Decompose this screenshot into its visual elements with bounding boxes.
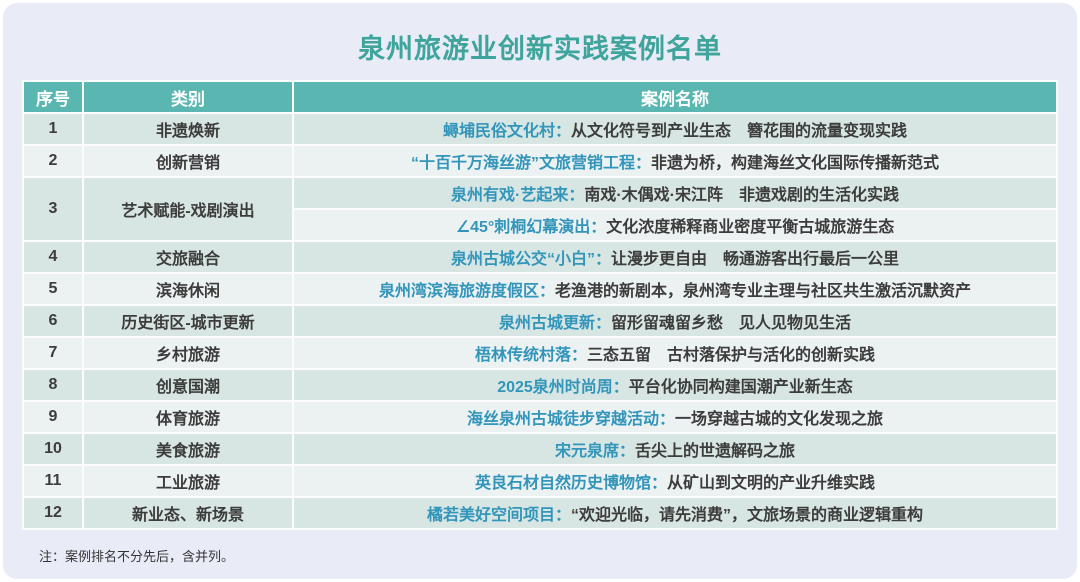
category-cell: 滨海休闲 xyxy=(82,272,294,306)
serial-cell: 10 xyxy=(22,432,84,466)
case-desc: 非遗为桥，构建海丝文化国际传播新范式 xyxy=(651,155,940,172)
table-row: 7 乡村旅游 梧林传统村落：三态五留 古村落保护与活化的创新实践 xyxy=(22,336,1058,370)
case-desc: 三态五留 古村落保护与活化的创新实践 xyxy=(587,347,876,364)
serial-cell: 5 xyxy=(22,272,84,306)
table-row: 8 创意国潮 2025泉州时尚周：平台化协同构建国潮产业新生态 xyxy=(22,368,1058,402)
case-cell: 泉州古城公交“小白”：让漫步更自由 畅通游客出行最后一公里 xyxy=(292,240,1058,274)
serial-cell: 9 xyxy=(22,400,84,434)
table-header-row: 序号 类别 案例名称 xyxy=(22,80,1058,114)
case-name: 梧林传统村落： xyxy=(474,347,587,364)
category-cell: 新业态、新场景 xyxy=(82,496,294,530)
case-cell: 橘若美好空间项目：“欢迎光临，请先消费”，文旅场景的商业逻辑重构 xyxy=(292,496,1058,530)
case-name: 蟳埔民俗文化村： xyxy=(442,123,571,140)
case-name: 宋元泉席： xyxy=(554,443,635,460)
serial-cell: 6 xyxy=(22,304,84,338)
category-cell: 工业旅游 xyxy=(82,464,294,498)
table-row: 2 创新营销 “十百千万海丝游”文旅营销工程：非遗为桥，构建海丝文化国际传播新范… xyxy=(22,144,1058,178)
case-name: 2025泉州时尚周： xyxy=(497,379,629,396)
case-cell: 泉州湾滨海旅游度假区：老渔港的新剧本，泉州湾专业主理与社区共生激活沉默资产 xyxy=(292,272,1058,306)
case-desc: 从矿山到文明的产业升维实践 xyxy=(667,475,876,492)
category-cell: 创新营销 xyxy=(82,144,294,178)
case-cell: 梧林传统村落：三态五留 古村落保护与活化的创新实践 xyxy=(292,336,1058,370)
serial-cell: 7 xyxy=(22,336,84,370)
table-row: ∠45°刺桐幻幕演出：文化浓度稀释商业密度平衡古城旅游生态 xyxy=(23,208,1058,242)
category-cell: 历史街区-城市更新 xyxy=(82,304,294,338)
table-row: 4 交旅融合 泉州古城公交“小白”：让漫步更自由 畅通游客出行最后一公里 xyxy=(22,240,1058,274)
case-cell: 泉州有戏·艺起来：南戏·木偶戏·宋江阵 非遗戏剧的生活化实践 xyxy=(292,176,1058,210)
case-cell: 宋元泉席：舌尖上的世遗解码之旅 xyxy=(292,432,1058,466)
column-header-case: 案例名称 xyxy=(292,80,1058,114)
table-row: 10 美食旅游 宋元泉席：舌尖上的世遗解码之旅 xyxy=(22,432,1058,466)
category-cell: 创意国潮 xyxy=(82,368,294,402)
case-cell: 蟳埔民俗文化村：从文化符号到产业生态 簪花围的流量变现实践 xyxy=(292,112,1058,146)
category-cell: 乡村旅游 xyxy=(82,336,294,370)
table-row: 6 历史街区-城市更新 泉州古城更新：留形留魂留乡愁 见人见物见生活 xyxy=(22,304,1058,338)
case-desc: 让漫步更自由 畅通游客出行最后一公里 xyxy=(611,251,900,268)
case-name: 泉州古城更新： xyxy=(498,315,611,332)
case-name: 海丝泉州古城徒步穿越活动： xyxy=(466,411,675,428)
table-row: 12 新业态、新场景 橘若美好空间项目：“欢迎光临，请先消费”，文旅场景的商业逻… xyxy=(22,496,1058,530)
table-row: 3 艺术赋能-戏剧演出 泉州有戏·艺起来：南戏·木偶戏·宋江阵 非遗戏剧的生活化… xyxy=(22,176,1058,242)
case-cell: 2025泉州时尚周：平台化协同构建国潮产业新生态 xyxy=(292,368,1058,402)
table-row: 1 非遗焕新 蟳埔民俗文化村：从文化符号到产业生态 簪花围的流量变现实践 xyxy=(22,112,1058,146)
case-cell: “十百千万海丝游”文旅营销工程：非遗为桥，构建海丝文化国际传播新范式 xyxy=(292,144,1058,178)
case-desc: 从文化符号到产业生态 簪花围的流量变现实践 xyxy=(571,123,908,140)
case-desc: 一场穿越古城的文化发现之旅 xyxy=(675,411,884,428)
page-title: 泉州旅游业创新实践案例名单 xyxy=(358,34,722,64)
case-desc: 舌尖上的世遗解码之旅 xyxy=(635,443,796,460)
case-cell: 海丝泉州古城徒步穿越活动：一场穿越古城的文化发现之旅 xyxy=(292,400,1058,434)
footnote: 注：案例排名不分先后，含并列。 xyxy=(39,549,235,564)
table-row: 9 体育旅游 海丝泉州古城徒步穿越活动：一场穿越古城的文化发现之旅 xyxy=(22,400,1058,434)
serial-cell: 4 xyxy=(22,240,84,274)
category-cell: 非遗焕新 xyxy=(82,112,294,146)
case-name: 泉州湾滨海旅游度假区： xyxy=(378,283,555,300)
case-desc: 平台化协同构建国潮产业新生态 xyxy=(628,379,853,396)
serial-cell: 11 xyxy=(22,464,84,498)
serial-cell: 3 xyxy=(22,176,84,242)
case-desc: 南戏·木偶戏·宋江阵 非遗戏剧的生活化实践 xyxy=(584,187,899,204)
case-cell: 英良石材自然历史博物馆：从矿山到文明的产业升维实践 xyxy=(292,464,1058,498)
serial-cell: 12 xyxy=(22,496,84,530)
case-desc: 文化浓度稀释商业密度平衡古城旅游生态 xyxy=(606,219,895,236)
cases-table: 序号 类别 案例名称 1 非遗焕新 蟳埔民俗文化村：从文化符号到产业生态 簪花围… xyxy=(22,80,1058,530)
case-desc: 留形留魂留乡愁 见人见物见生活 xyxy=(611,315,852,332)
case-desc: 老渔港的新剧本，泉州湾专业主理与社区共生激活沉默资产 xyxy=(555,283,972,300)
category-cell: 美食旅游 xyxy=(82,432,294,466)
case-desc: “欢迎光临，请先消费”，文旅场景的商业逻辑重构 xyxy=(571,507,924,524)
case-name: “十百千万海丝游”文旅营销工程： xyxy=(410,155,651,172)
column-header-serial: 序号 xyxy=(22,80,84,114)
case-cell: ∠45°刺桐幻幕演出：文化浓度稀释商业密度平衡古城旅游生态 xyxy=(292,208,1058,242)
content-panel: 泉州旅游业创新实践案例名单 序号 类别 案例名称 1 非遗焕新 蟳埔民俗文化村：… xyxy=(3,3,1077,579)
case-name: ∠45°刺桐幻幕演出： xyxy=(455,219,607,236)
table-row: 5 滨海休闲 泉州湾滨海旅游度假区：老渔港的新剧本，泉州湾专业主理与社区共生激活… xyxy=(22,272,1058,306)
table-row: 11 工业旅游 英良石材自然历史博物馆：从矿山到文明的产业升维实践 xyxy=(22,464,1058,498)
case-name: 英良石材自然历史博物馆： xyxy=(474,475,667,492)
column-header-category: 类别 xyxy=(82,80,294,114)
serial-cell: 2 xyxy=(22,144,84,178)
category-cell: 体育旅游 xyxy=(82,400,294,434)
case-name: 泉州古城公交“小白”： xyxy=(450,251,611,268)
category-cell: 艺术赋能-戏剧演出 xyxy=(82,176,294,242)
case-name: 泉州有戏·艺起来： xyxy=(450,187,585,204)
case-cell: 泉州古城更新：留形留魂留乡愁 见人见物见生活 xyxy=(292,304,1058,338)
case-name: 橘若美好空间项目： xyxy=(426,507,571,524)
serial-cell: 1 xyxy=(22,112,84,146)
serial-cell: 8 xyxy=(22,368,84,402)
category-cell: 交旅融合 xyxy=(82,240,294,274)
